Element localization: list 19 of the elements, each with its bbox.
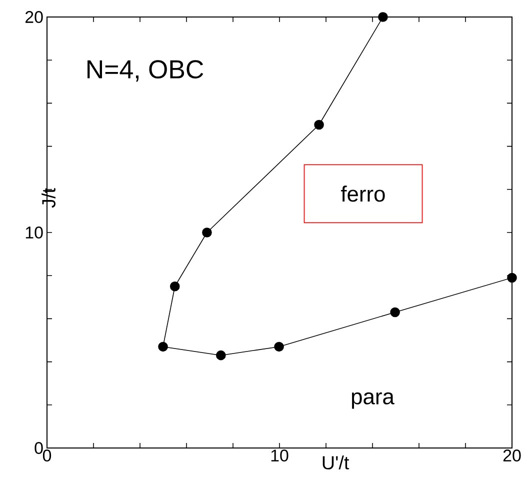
annotation: ferro — [340, 186, 385, 202]
point — [170, 281, 180, 292]
x-axis-title: U'/t — [322, 456, 350, 470]
y-tick-label: 0 — [34, 442, 43, 454]
point — [274, 342, 284, 352]
annotation: para — [352, 392, 394, 409]
annotation: N=4, OBC — [88, 60, 204, 82]
point — [202, 228, 212, 238]
point — [507, 272, 517, 283]
y-tick-label: 10 — [26, 226, 43, 238]
point — [158, 342, 168, 352]
point — [378, 12, 388, 22]
x-tick-label: 20 — [503, 450, 521, 462]
point — [216, 350, 226, 360]
point — [314, 120, 324, 130]
x-tick-label: 10 — [271, 450, 288, 462]
point — [390, 307, 400, 318]
x-tick-label: 0 — [42, 450, 52, 462]
y-tick-label: 20 — [26, 11, 43, 23]
